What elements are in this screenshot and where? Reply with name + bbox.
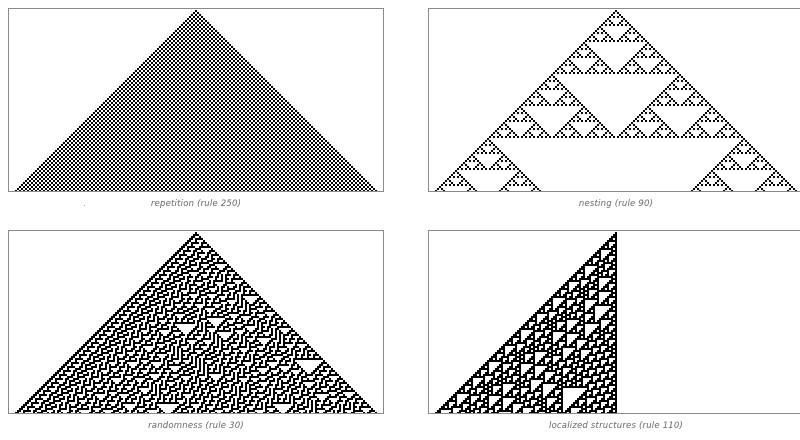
automaton-frame xyxy=(428,8,800,192)
automaton-pattern-rule-90 xyxy=(429,9,800,191)
automaton-frame xyxy=(8,8,384,192)
automaton-frame xyxy=(8,230,384,414)
automaton-pattern-rule-110 xyxy=(429,231,800,413)
panel-caption: randomness (rule 30) xyxy=(148,421,244,431)
scan-speck xyxy=(84,205,85,206)
automaton-frame xyxy=(428,230,800,414)
panel-caption: nesting (rule 90) xyxy=(578,199,654,209)
automaton-pattern-rule-250 xyxy=(9,9,383,191)
panel-caption: repetition (rule 250) xyxy=(150,199,242,209)
panel-caption: localized structures (rule 110) xyxy=(548,421,684,431)
automaton-pattern-rule-30 xyxy=(9,231,383,413)
